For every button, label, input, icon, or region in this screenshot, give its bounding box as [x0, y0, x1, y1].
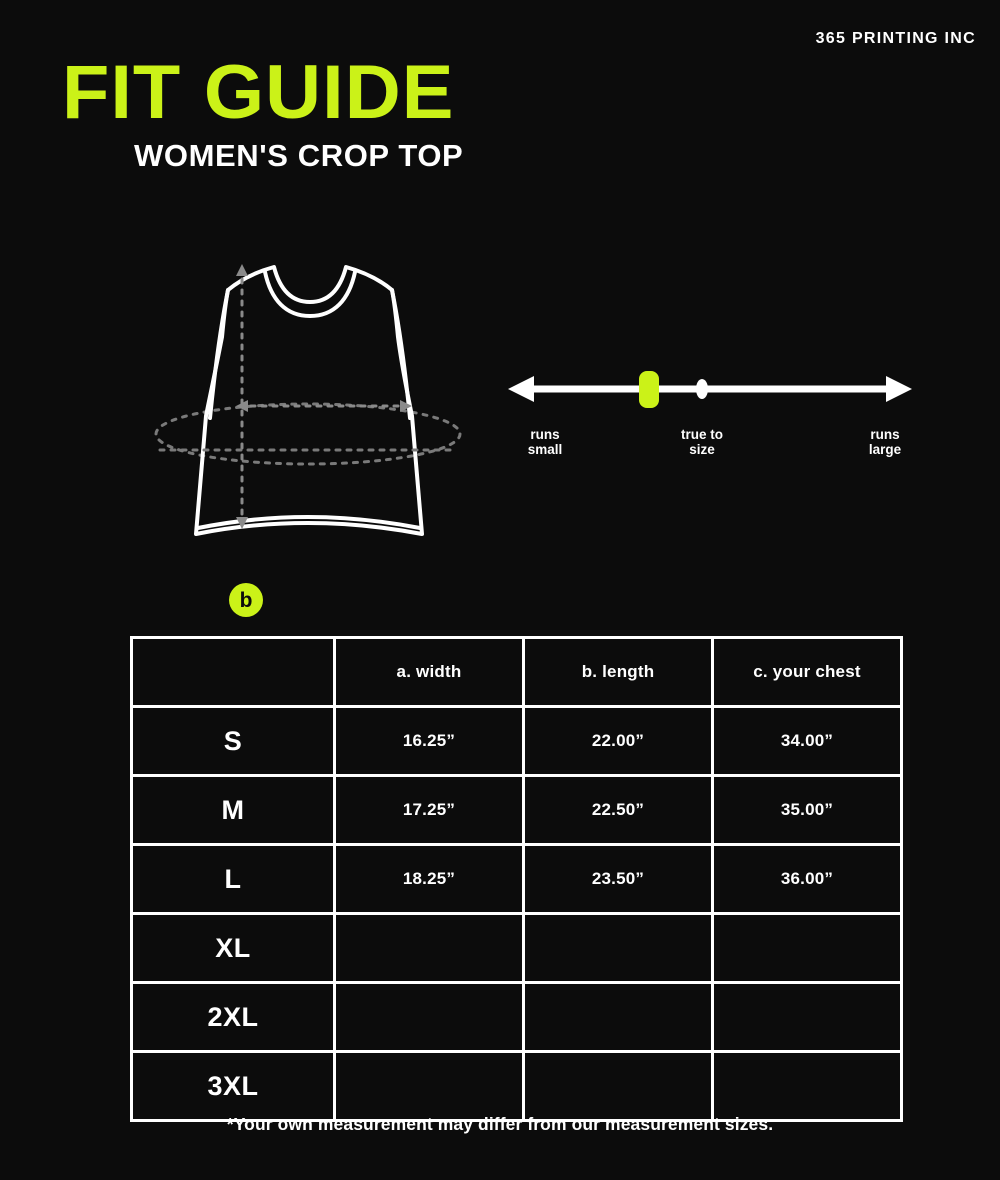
cell-3xl-length — [522, 1050, 714, 1122]
page-title: FIT GUIDE — [62, 50, 455, 135]
row-size-m: M — [130, 774, 336, 846]
chest-ellipse-guide — [154, 402, 462, 466]
header-corner — [130, 636, 336, 708]
cell-xl-chest — [711, 912, 903, 984]
measurement-disclaimer: *Your own measurement may differ from ou… — [226, 1114, 774, 1134]
cell-3xl-chest — [711, 1050, 903, 1122]
length-arrow-top — [236, 264, 248, 276]
cell-l-width: 18.25” — [333, 843, 525, 915]
cell-s-length: 22.00” — [522, 705, 714, 777]
row-size-s: S — [130, 705, 336, 777]
armhole-left — [208, 288, 230, 420]
scale-label-true-to-size: true to size — [681, 427, 723, 458]
cell-2xl-chest — [711, 981, 903, 1053]
row-size-l: L — [130, 843, 336, 915]
row-size-3xl: 3XL — [130, 1050, 336, 1122]
size-chart-body: S 16.25” 22.00” 34.00” M 17.25” 22.50” 3… — [130, 705, 903, 1122]
width-arrow-right — [400, 400, 412, 412]
size-chart-head: a. width b. length c. your chest — [130, 636, 903, 708]
row-size-xl: XL — [130, 912, 336, 984]
fit-scale-labels: runs small true to size runs large — [500, 427, 920, 471]
table-row: XL — [130, 912, 903, 984]
garment-outline — [194, 265, 424, 536]
size-chart-table: a. width b. length c. your chest S 16.25… — [130, 636, 903, 1122]
cell-m-width: 17.25” — [333, 774, 525, 846]
scale-label-runs-large: runs large — [868, 427, 902, 458]
garment-illustration: a b c — [140, 238, 480, 707]
table-row: M 17.25” 22.50” 35.00” — [130, 774, 903, 846]
scale-true-to-size-dot — [696, 379, 708, 399]
cell-2xl-width — [333, 981, 525, 1053]
table-row: 2XL — [130, 981, 903, 1053]
cell-2xl-length — [522, 981, 714, 1053]
scale-label-runs-small: runs small — [527, 427, 563, 458]
header-chest: c. your chest — [711, 636, 903, 708]
marker-b: b — [229, 583, 263, 617]
scale-fit-marker[interactable] — [639, 371, 659, 408]
neckline-band — [263, 270, 357, 319]
cell-l-length: 23.50” — [522, 843, 714, 915]
length-arrow-bottom — [236, 517, 248, 529]
width-arrow-left — [236, 400, 248, 412]
cell-xl-width — [333, 912, 525, 984]
row-size-2xl: 2XL — [130, 981, 336, 1053]
title-block: FIT GUIDE WOMEN'S CROP TOP — [62, 54, 464, 174]
hem-line — [196, 514, 422, 530]
fit-scale: runs small true to size runs large — [500, 365, 920, 475]
armhole-right — [390, 288, 412, 420]
cell-xl-length — [522, 912, 714, 984]
scale-arrow-left-icon — [508, 376, 534, 402]
crop-top-diagram-icon — [154, 264, 462, 536]
cell-m-chest: 35.00” — [711, 774, 903, 846]
header-length: b. length — [522, 636, 714, 708]
cell-m-length: 22.50” — [522, 774, 714, 846]
fit-scale-axis — [508, 371, 912, 408]
header-width: a. width — [333, 636, 525, 708]
table-row: S 16.25” 22.00” 34.00” — [130, 705, 903, 777]
brand-logo-text: 365 PRINTING INC — [815, 30, 976, 47]
table-header-row: a. width b. length c. your chest — [130, 636, 903, 708]
table-row: L 18.25” 23.50” 36.00” — [130, 843, 903, 915]
scale-arrow-right-icon — [886, 376, 912, 402]
table-row: 3XL — [130, 1050, 903, 1122]
page-subtitle: WOMEN'S CROP TOP — [134, 138, 464, 174]
cell-l-chest: 36.00” — [711, 843, 903, 915]
cell-s-width: 16.25” — [333, 705, 525, 777]
cell-s-chest: 34.00” — [711, 705, 903, 777]
cell-3xl-width — [333, 1050, 525, 1122]
